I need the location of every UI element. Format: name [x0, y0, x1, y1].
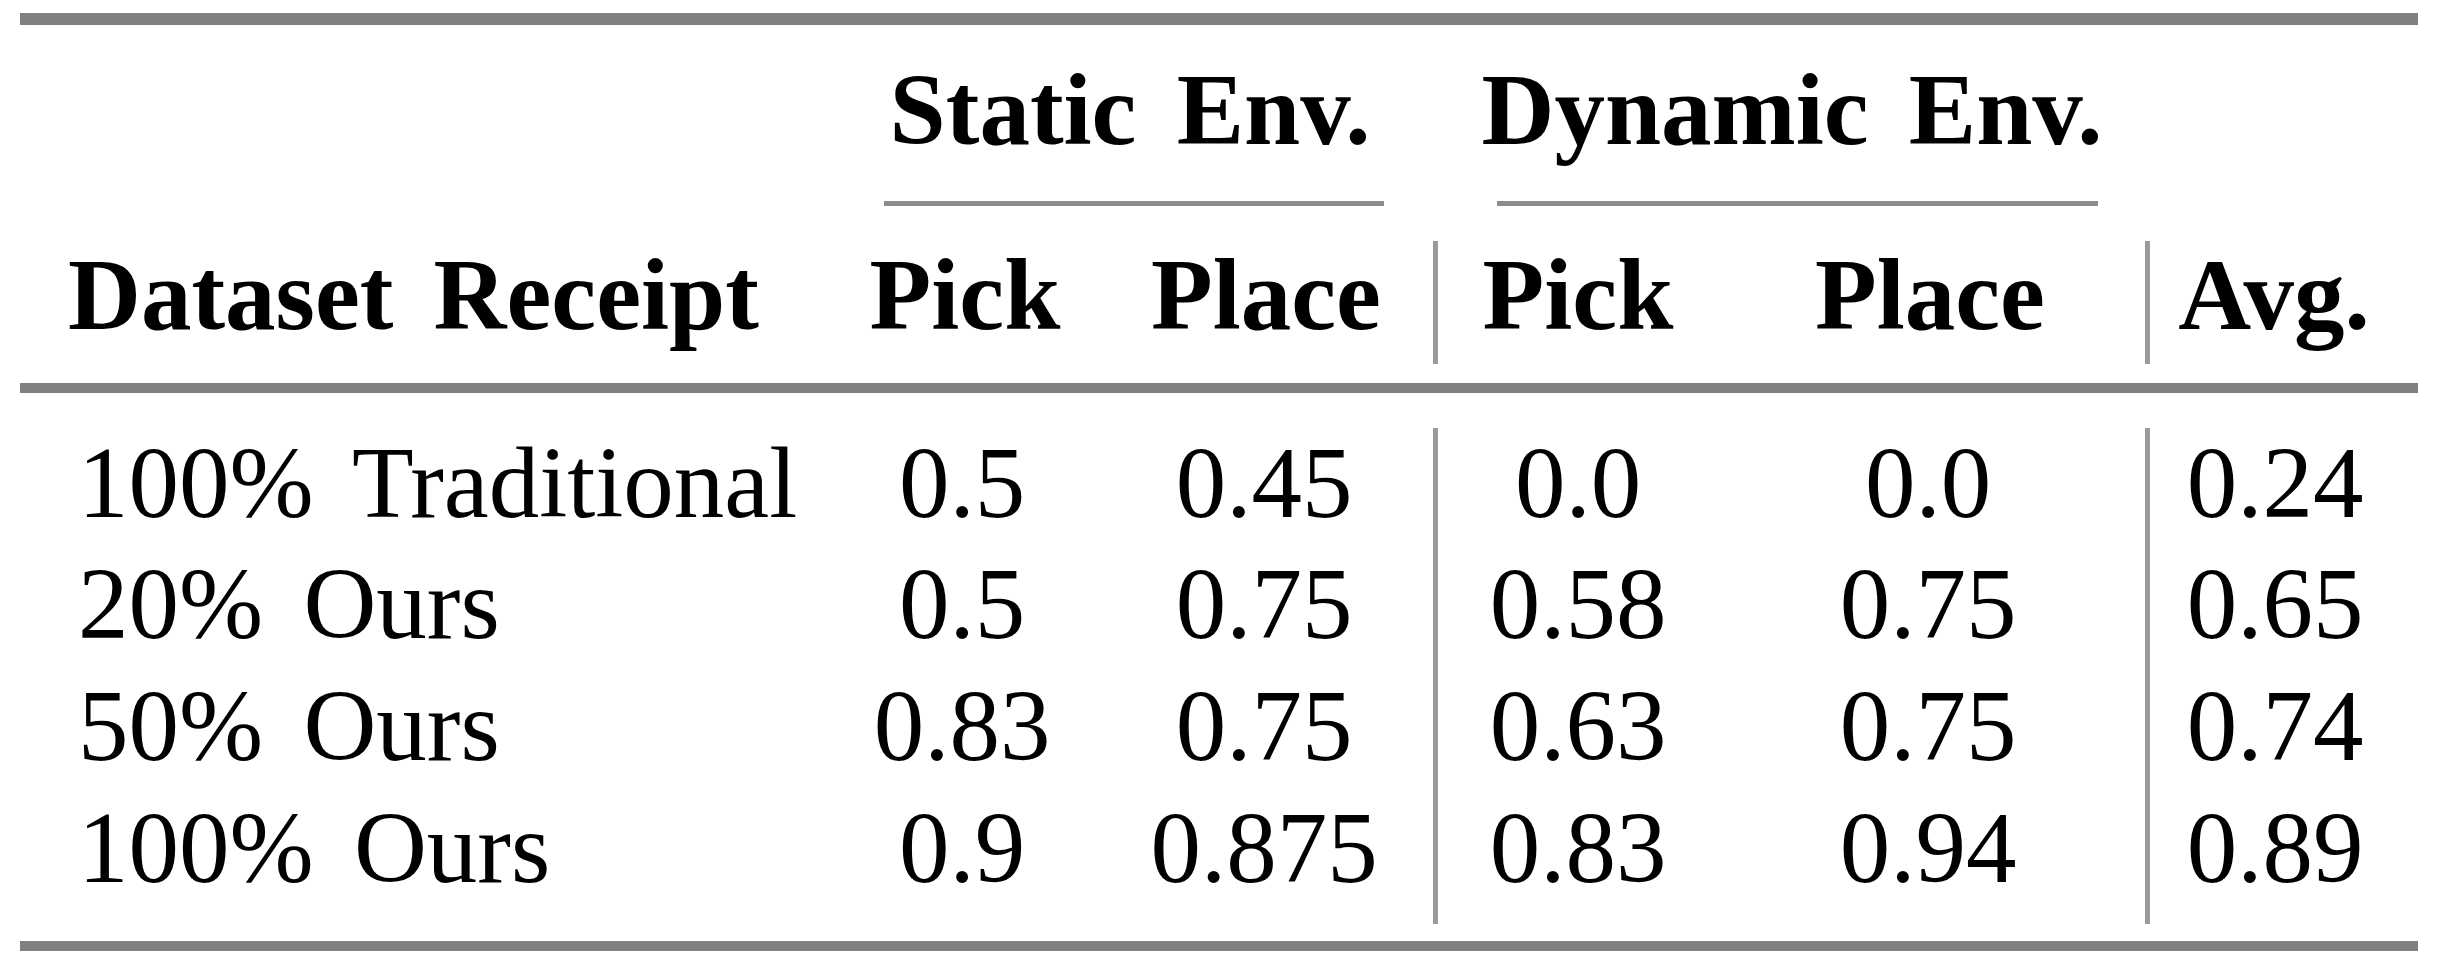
row-3-dynamic-pick: 0.83: [1490, 798, 1667, 899]
column-divider-right-body: [2145, 428, 2150, 924]
col-header-dynamic-place: Place: [1815, 245, 2045, 346]
row-3-static-pick: 0.9: [899, 798, 1025, 899]
column-divider-left-body: [1433, 428, 1438, 924]
row-0-static-place: 0.45: [1176, 433, 1353, 534]
row-2-label: 50% Ours: [78, 676, 500, 777]
row-0-static-pick: 0.5: [899, 433, 1025, 534]
row-0-avg: 0.24: [2187, 433, 2364, 534]
results-table: Static Env. Dynamic Env. Dataset Receipt…: [0, 0, 2440, 966]
col-header-dynamic-pick: Pick: [1483, 245, 1674, 346]
row-0-label: 100% Traditional: [78, 433, 797, 534]
col-group-dynamic-env: Dynamic Env.: [1481, 60, 2102, 161]
row-2-dynamic-place: 0.75: [1840, 676, 2017, 777]
row-2-static-pick: 0.83: [874, 676, 1051, 777]
col-header-avg: Avg.: [2178, 245, 2370, 346]
row-0-dynamic-place: 0.0: [1865, 433, 1991, 534]
row-3-avg: 0.89: [2187, 798, 2364, 899]
row-3-label: 100% Ours: [78, 798, 550, 899]
dynamic-env-underline: [1497, 201, 2098, 206]
row-3-dynamic-place: 0.94: [1840, 798, 2017, 899]
table-bottom-rule: [20, 941, 2418, 951]
column-divider-right-header: [2145, 241, 2150, 364]
row-2-dynamic-pick: 0.63: [1490, 676, 1667, 777]
row-1-dynamic-pick: 0.58: [1490, 554, 1667, 655]
row-2-static-place: 0.75: [1176, 676, 1353, 777]
row-1-avg: 0.65: [2187, 554, 2364, 655]
row-2-avg: 0.74: [2187, 676, 2364, 777]
static-env-underline: [884, 201, 1384, 206]
col-header-static-place: Place: [1151, 245, 1381, 346]
col-header-dataset-receipt: Dataset Receipt: [68, 245, 759, 346]
row-1-dynamic-place: 0.75: [1840, 554, 2017, 655]
table-top-rule: [20, 13, 2418, 25]
col-group-static-env: Static Env.: [890, 60, 1371, 161]
col-header-static-pick: Pick: [870, 245, 1061, 346]
row-0-dynamic-pick: 0.0: [1515, 433, 1641, 534]
row-1-static-place: 0.75: [1176, 554, 1353, 655]
column-divider-left-header: [1433, 241, 1438, 364]
table-header-rule: [20, 383, 2418, 393]
row-3-static-place: 0.875: [1150, 798, 1377, 899]
row-1-label: 20% Ours: [78, 554, 500, 655]
row-1-static-pick: 0.5: [899, 554, 1025, 655]
